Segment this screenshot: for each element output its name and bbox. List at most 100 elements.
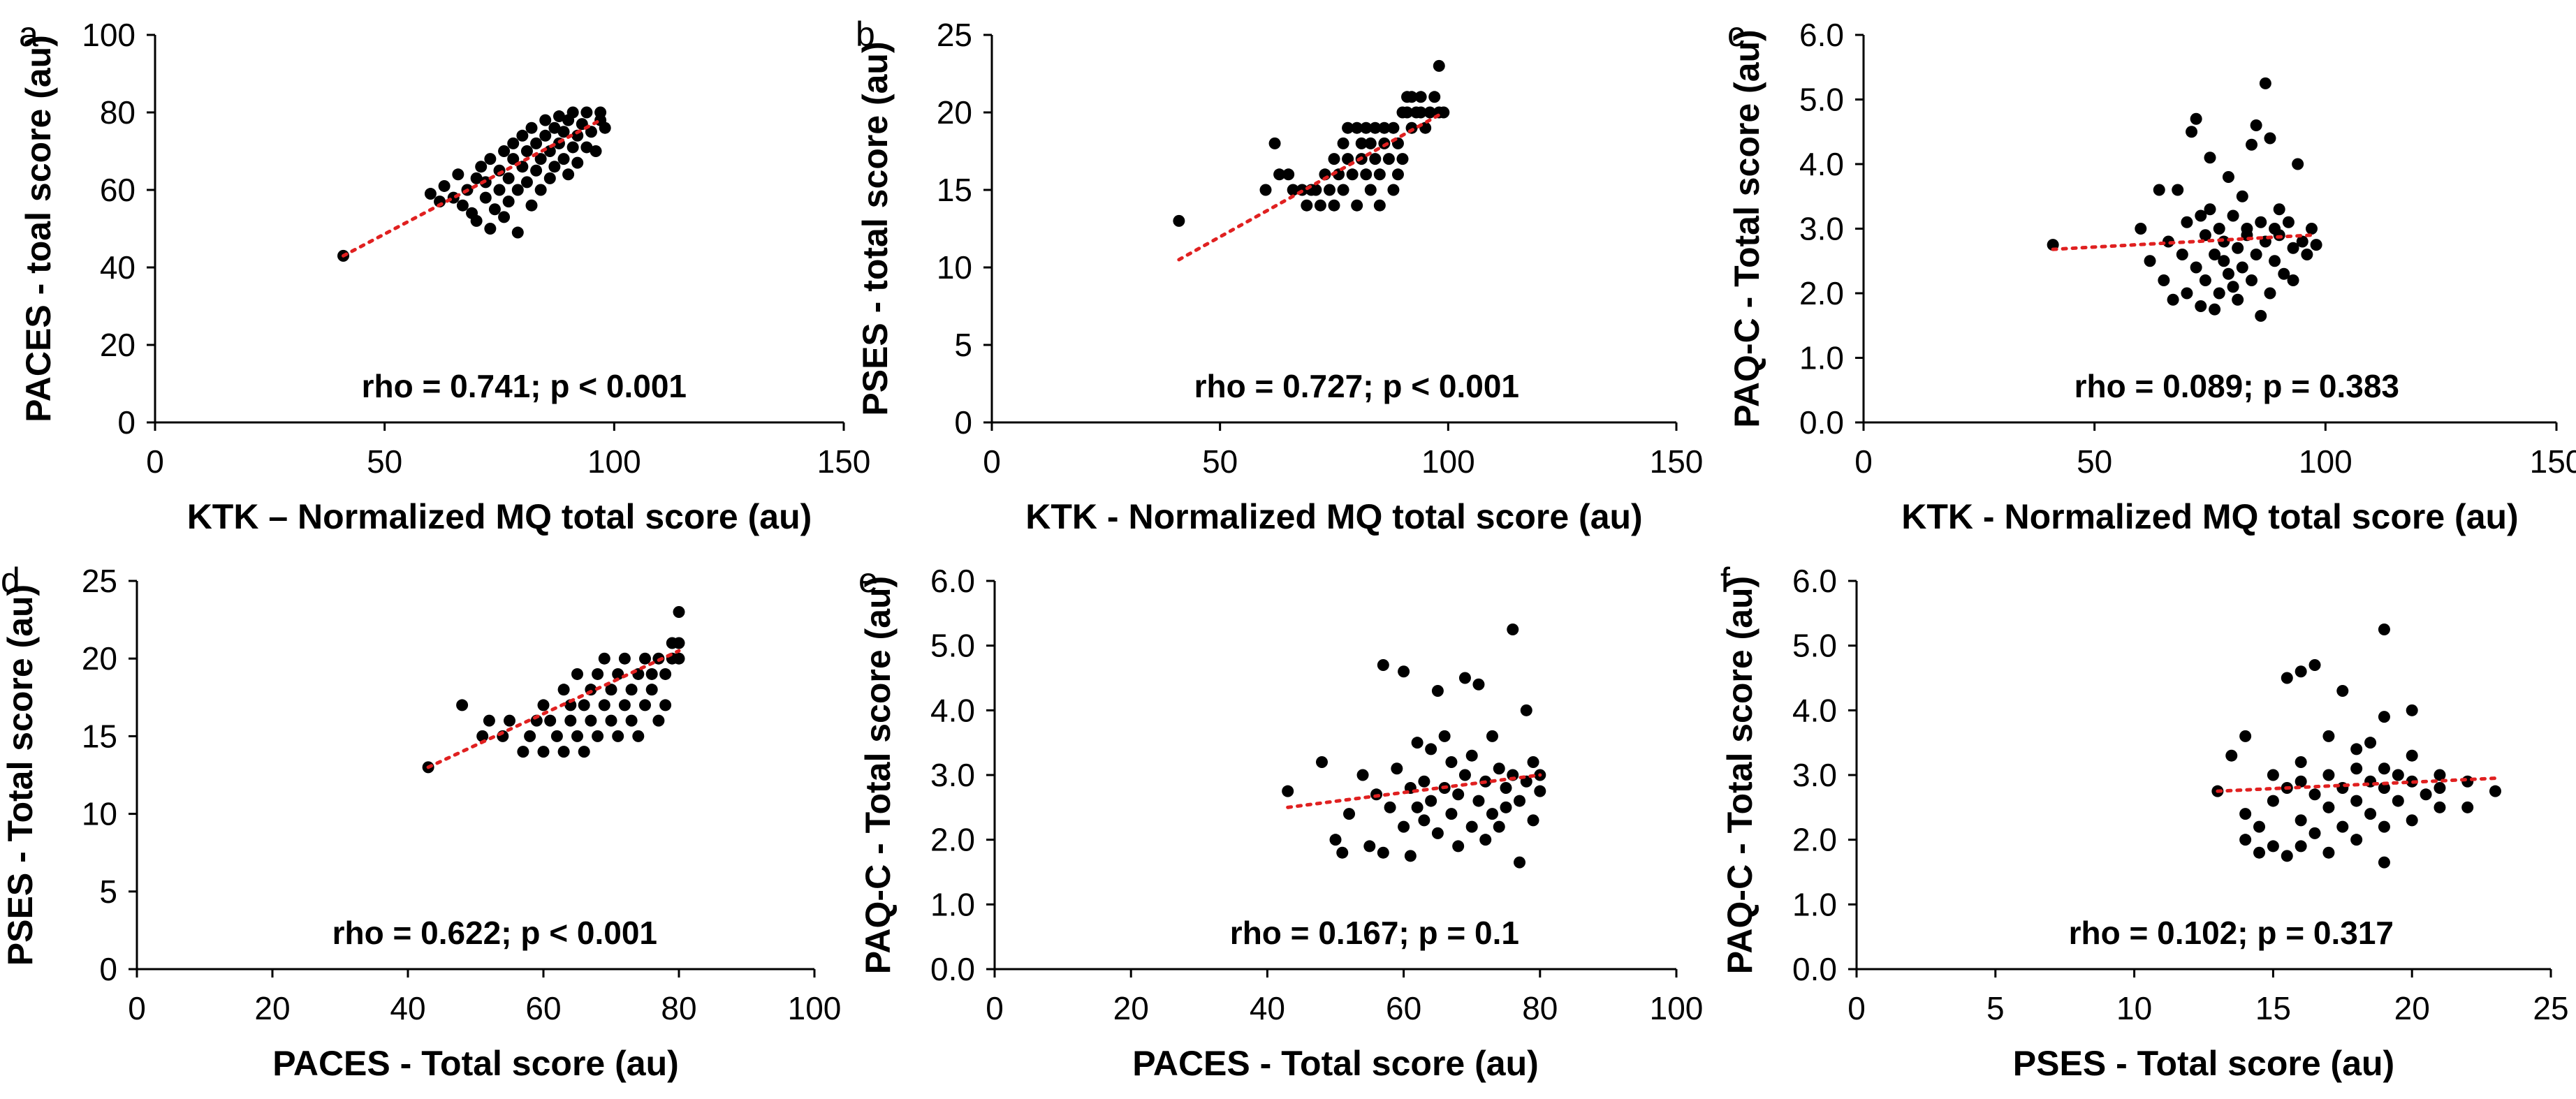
x-tick-label: 25 — [2533, 990, 2568, 1026]
data-point — [1493, 820, 1505, 833]
data-point — [2232, 242, 2244, 254]
y-axis-label: PAQ-C - Total score (au) — [1727, 29, 1766, 427]
data-point — [537, 746, 550, 758]
data-point — [571, 730, 583, 742]
x-tick-label: 0 — [1854, 443, 1873, 480]
y-tick-label: 4.0 — [1799, 146, 1844, 182]
data-point — [1310, 184, 1322, 196]
data-point — [2295, 814, 2307, 827]
data-point — [2392, 769, 2404, 781]
data-point — [1323, 184, 1335, 196]
data-point — [2292, 158, 2304, 170]
x-tick-label: 40 — [1250, 990, 1285, 1026]
data-point — [1373, 199, 1386, 212]
x-tick-label: 60 — [1386, 990, 1421, 1026]
x-tick-label: 0 — [146, 443, 164, 480]
data-point — [1527, 814, 1539, 827]
data-point — [2378, 711, 2390, 723]
data-point — [1500, 801, 1512, 813]
data-point — [1425, 795, 1437, 807]
data-point — [2489, 785, 2501, 797]
data-point — [625, 684, 638, 696]
data-point — [1378, 137, 1391, 149]
data-point — [1411, 801, 1424, 813]
data-point — [1336, 846, 1349, 859]
trendline — [1286, 773, 1542, 809]
data-point — [2305, 223, 2318, 235]
data-point — [2295, 665, 2307, 678]
data-point — [539, 114, 552, 126]
x-tick-label: 150 — [817, 443, 871, 480]
data-point — [456, 699, 469, 711]
x-tick-label: 150 — [2530, 443, 2576, 480]
data-point — [1472, 795, 1485, 807]
data-point — [2322, 730, 2335, 742]
data-point — [1458, 769, 1471, 781]
correlation-annotation: rho = 0.727; p < 0.001 — [1194, 368, 1519, 404]
x-tick-label: 80 — [1522, 990, 1558, 1026]
data-point — [1514, 856, 1526, 869]
data-point — [1527, 755, 1539, 768]
data-point — [543, 172, 556, 184]
y-tick-label: 5 — [954, 327, 972, 363]
data-point — [2167, 293, 2179, 306]
data-point — [2190, 112, 2202, 125]
data-point — [424, 188, 437, 200]
data-point — [1452, 840, 1465, 853]
data-point — [2378, 820, 2390, 833]
x-axis-label: PSES - Total score (au) — [2013, 1044, 2394, 1083]
data-point — [2209, 249, 2221, 260]
data-point — [483, 714, 495, 727]
data-point — [1382, 153, 1395, 165]
data-point — [1314, 199, 1326, 212]
data-point — [2281, 850, 2293, 862]
x-tick-label: 100 — [1421, 443, 1475, 480]
data-point — [632, 730, 645, 742]
data-point — [2259, 77, 2271, 89]
data-point — [2239, 808, 2252, 820]
data-point — [1418, 814, 1430, 827]
y-tick-label: 40 — [100, 249, 136, 286]
data-point — [1438, 730, 1451, 742]
data-point — [1472, 678, 1485, 691]
y-tick-label: 1.0 — [1799, 340, 1844, 376]
data-point — [599, 121, 611, 134]
data-point — [2213, 223, 2225, 235]
data-point — [2246, 274, 2258, 286]
data-point — [592, 730, 604, 742]
x-axis-label: PACES - Total score (au) — [1132, 1044, 1539, 1083]
data-point — [557, 684, 570, 696]
data-point — [1414, 91, 1427, 103]
data-point — [1268, 137, 1281, 149]
y-tick-label: 15 — [937, 172, 972, 208]
data-point — [484, 153, 497, 165]
data-point — [2199, 229, 2211, 242]
data-point — [438, 179, 451, 192]
data-point — [2406, 749, 2418, 762]
y-tick-label: 3.0 — [1792, 757, 1837, 793]
data-point — [2310, 239, 2322, 251]
correlation-annotation: rho = 0.622; p < 0.001 — [332, 915, 657, 951]
y-tick-label: 6.0 — [1792, 563, 1837, 599]
data-point — [1486, 808, 1498, 820]
data-point — [2282, 216, 2295, 228]
x-tick-label: 10 — [2116, 990, 2152, 1026]
data-point — [2350, 762, 2363, 775]
data-point — [2135, 223, 2147, 235]
y-tick-label: 4.0 — [1792, 692, 1837, 728]
data-point — [520, 145, 533, 157]
y-tick-label: 5.0 — [1799, 82, 1844, 118]
data-point — [2176, 249, 2188, 260]
y-tick-label: 100 — [82, 17, 136, 53]
data-point — [456, 199, 469, 212]
data-point — [530, 164, 543, 177]
data-point — [2434, 782, 2446, 795]
y-tick-label: 0.0 — [1799, 404, 1844, 441]
data-point — [612, 730, 624, 742]
data-point — [507, 153, 520, 165]
data-point — [1287, 184, 1299, 196]
data-point — [1493, 762, 1505, 775]
data-point — [1282, 168, 1295, 181]
